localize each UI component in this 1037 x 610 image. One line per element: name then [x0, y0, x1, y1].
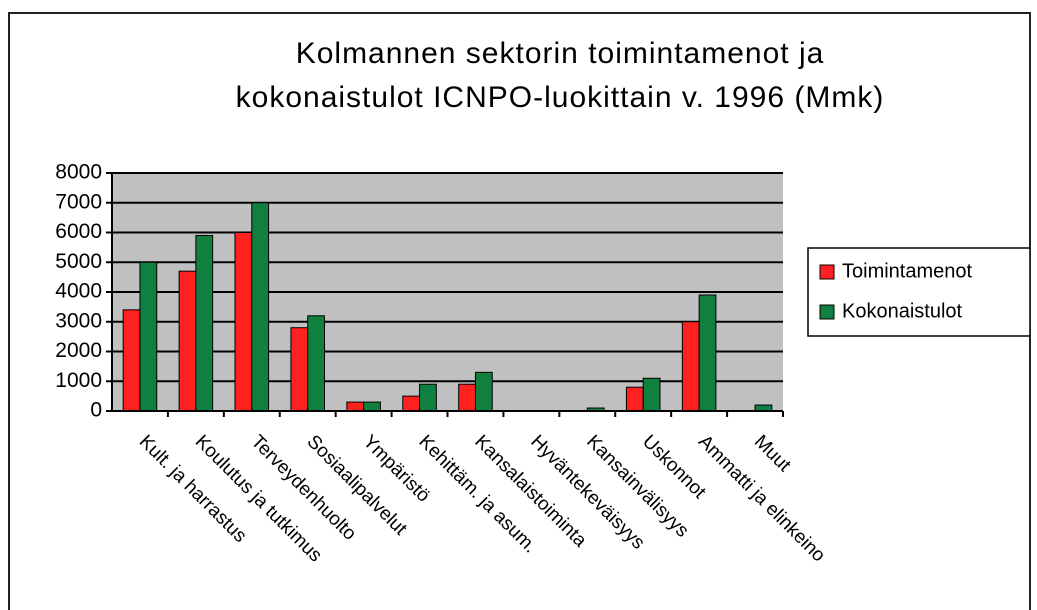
y-tick-label: 1000: [55, 369, 102, 392]
bar: [419, 383, 437, 412]
chart-title: kokonaistulot ICNPO-luokittain v. 1996 (…: [236, 81, 885, 114]
bar: [698, 294, 717, 412]
bar: [122, 309, 141, 412]
legend-label: Kokonaistulot: [842, 300, 963, 322]
bar: [363, 401, 381, 412]
bar: [474, 371, 493, 412]
bar: [402, 395, 421, 412]
bar: [195, 234, 214, 412]
legend-label: Toimintamenot: [842, 260, 973, 282]
chart-title: Kolmannen sektorin toimintamenot ja: [296, 37, 825, 70]
y-tick-label: 7000: [55, 190, 102, 213]
bar: [681, 321, 700, 412]
y-tick-label: 4000: [55, 280, 102, 303]
y-tick-label: 5000: [55, 250, 102, 273]
y-tick-label: 3000: [55, 309, 102, 332]
y-tick-label: 6000: [55, 220, 102, 243]
bar: [307, 315, 325, 412]
bar: [251, 202, 270, 412]
legend-box: [807, 247, 1030, 337]
y-tick-label: 8000: [55, 161, 102, 184]
y-tick-label: 0: [90, 399, 102, 422]
bar: [625, 386, 644, 412]
bar: [346, 401, 365, 412]
bar: [178, 270, 197, 412]
bar: [458, 383, 476, 412]
y-tick-label: 2000: [55, 339, 102, 362]
legend-swatch: [819, 264, 835, 280]
bar: [234, 232, 253, 412]
bar: [642, 377, 661, 412]
bar: [290, 327, 309, 412]
legend-swatch: [819, 304, 835, 320]
bar: [139, 261, 158, 412]
